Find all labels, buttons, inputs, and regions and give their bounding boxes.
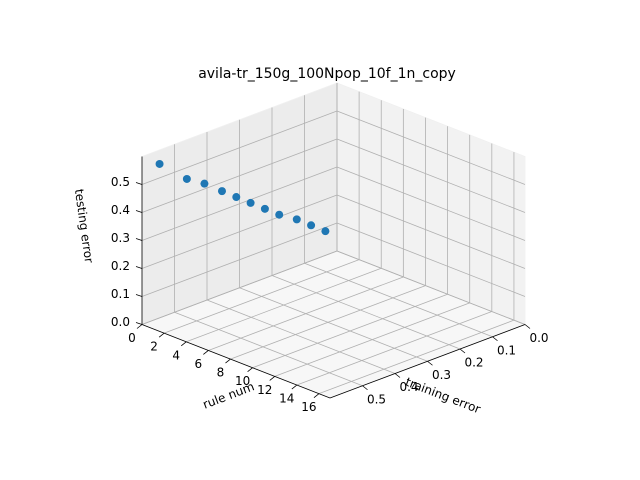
scatter-point xyxy=(217,187,226,196)
x-tick-mark xyxy=(225,358,231,364)
scatter-point xyxy=(246,198,255,207)
scatter-point xyxy=(182,174,191,183)
x-tick-label: 10 xyxy=(235,374,250,388)
y-tick-label: 0.2 xyxy=(464,356,483,370)
z-tick-mark xyxy=(135,266,143,269)
y-tick-label: 0.1 xyxy=(497,343,516,357)
grid-line-z-right xyxy=(336,222,526,297)
scatter-point xyxy=(232,193,241,202)
y-tick-mark xyxy=(459,348,466,354)
z-tick-label: 0.5 xyxy=(111,175,130,189)
scatter-point xyxy=(260,204,269,213)
y-tick-mark xyxy=(427,360,433,366)
z-tick-mark xyxy=(135,322,143,325)
scatter-points xyxy=(155,159,330,236)
x-tick-mark xyxy=(247,367,253,373)
x-tick-label: 16 xyxy=(301,400,316,414)
x-tick-label: 8 xyxy=(217,366,225,380)
x-tick-mark xyxy=(136,324,143,329)
scatter-point xyxy=(321,227,330,236)
z-tick-mark xyxy=(135,210,143,213)
scatter-point xyxy=(292,215,301,224)
z-tick-mark xyxy=(135,182,143,185)
grid-line-z-right xyxy=(336,138,526,213)
x-tick-mark xyxy=(158,332,165,338)
y-tick-label: 0.5 xyxy=(367,392,386,406)
x-tick-label: 4 xyxy=(172,348,180,362)
grid-line-z-right xyxy=(336,110,526,185)
x-tick-label: 12 xyxy=(257,383,272,397)
axes-ticks: 024 68 10 12 14 16 0.0 0.1 0.2 0.3 0.4 0.5 0.0 0.1 0.2… xyxy=(111,175,549,414)
grid-line-z-left xyxy=(141,250,338,325)
grid-line-z-left xyxy=(141,138,338,213)
grid-line-z-left xyxy=(141,110,338,185)
grid-line-z-right xyxy=(336,166,526,241)
y-tick-mark xyxy=(362,385,368,391)
y-tick-label: 0.4 xyxy=(399,380,418,394)
y-tick-label: 0.0 xyxy=(529,331,548,345)
grid-line-z-left xyxy=(141,166,338,241)
grid-line-y-floor xyxy=(239,287,428,362)
grid-line-y-floor xyxy=(271,275,461,350)
z-tick-mark xyxy=(135,238,143,241)
grid-line-z-right xyxy=(336,194,526,269)
y-tick-mark xyxy=(492,336,498,342)
x-tick-mark xyxy=(269,376,275,381)
z-tick-label: 0.0 xyxy=(111,315,130,329)
x-tick-mark xyxy=(203,350,209,355)
axes-grid xyxy=(141,83,526,395)
grid-line-y-floor xyxy=(206,299,396,374)
z-tick-label: 0.1 xyxy=(111,287,130,301)
x-tick-label: 2 xyxy=(150,340,158,354)
z-tick-label: 0.2 xyxy=(111,259,130,273)
grid-line-z-right xyxy=(336,250,526,325)
x-tick-label: 14 xyxy=(279,392,294,406)
chart-title: avila-tr_150g_100Npop_10f_1n_copy xyxy=(198,66,456,82)
grid-line-z-left xyxy=(141,194,338,269)
grid-line-z-left xyxy=(141,222,338,297)
y-tick-mark xyxy=(524,324,531,329)
y-tick-mark xyxy=(394,373,401,378)
scatter-point xyxy=(155,159,164,168)
scatter-point xyxy=(307,221,316,230)
x-axis-spine xyxy=(141,324,331,399)
scatter-point xyxy=(275,210,284,219)
grid-line-y-floor xyxy=(304,262,493,338)
y-tick-label: 0.3 xyxy=(432,368,451,382)
x-tick-mark xyxy=(313,393,320,398)
scatter-point xyxy=(200,179,209,188)
x-tick-label: 0 xyxy=(128,331,136,345)
z-tick-label: 0.3 xyxy=(111,231,130,245)
x-tick-label: 6 xyxy=(195,357,203,371)
x-tick-mark xyxy=(291,384,298,390)
grid-line-y-floor xyxy=(174,311,363,387)
x-tick-mark xyxy=(180,341,187,347)
z-tick-mark xyxy=(135,294,143,297)
z-tick-label: 0.4 xyxy=(111,203,130,217)
